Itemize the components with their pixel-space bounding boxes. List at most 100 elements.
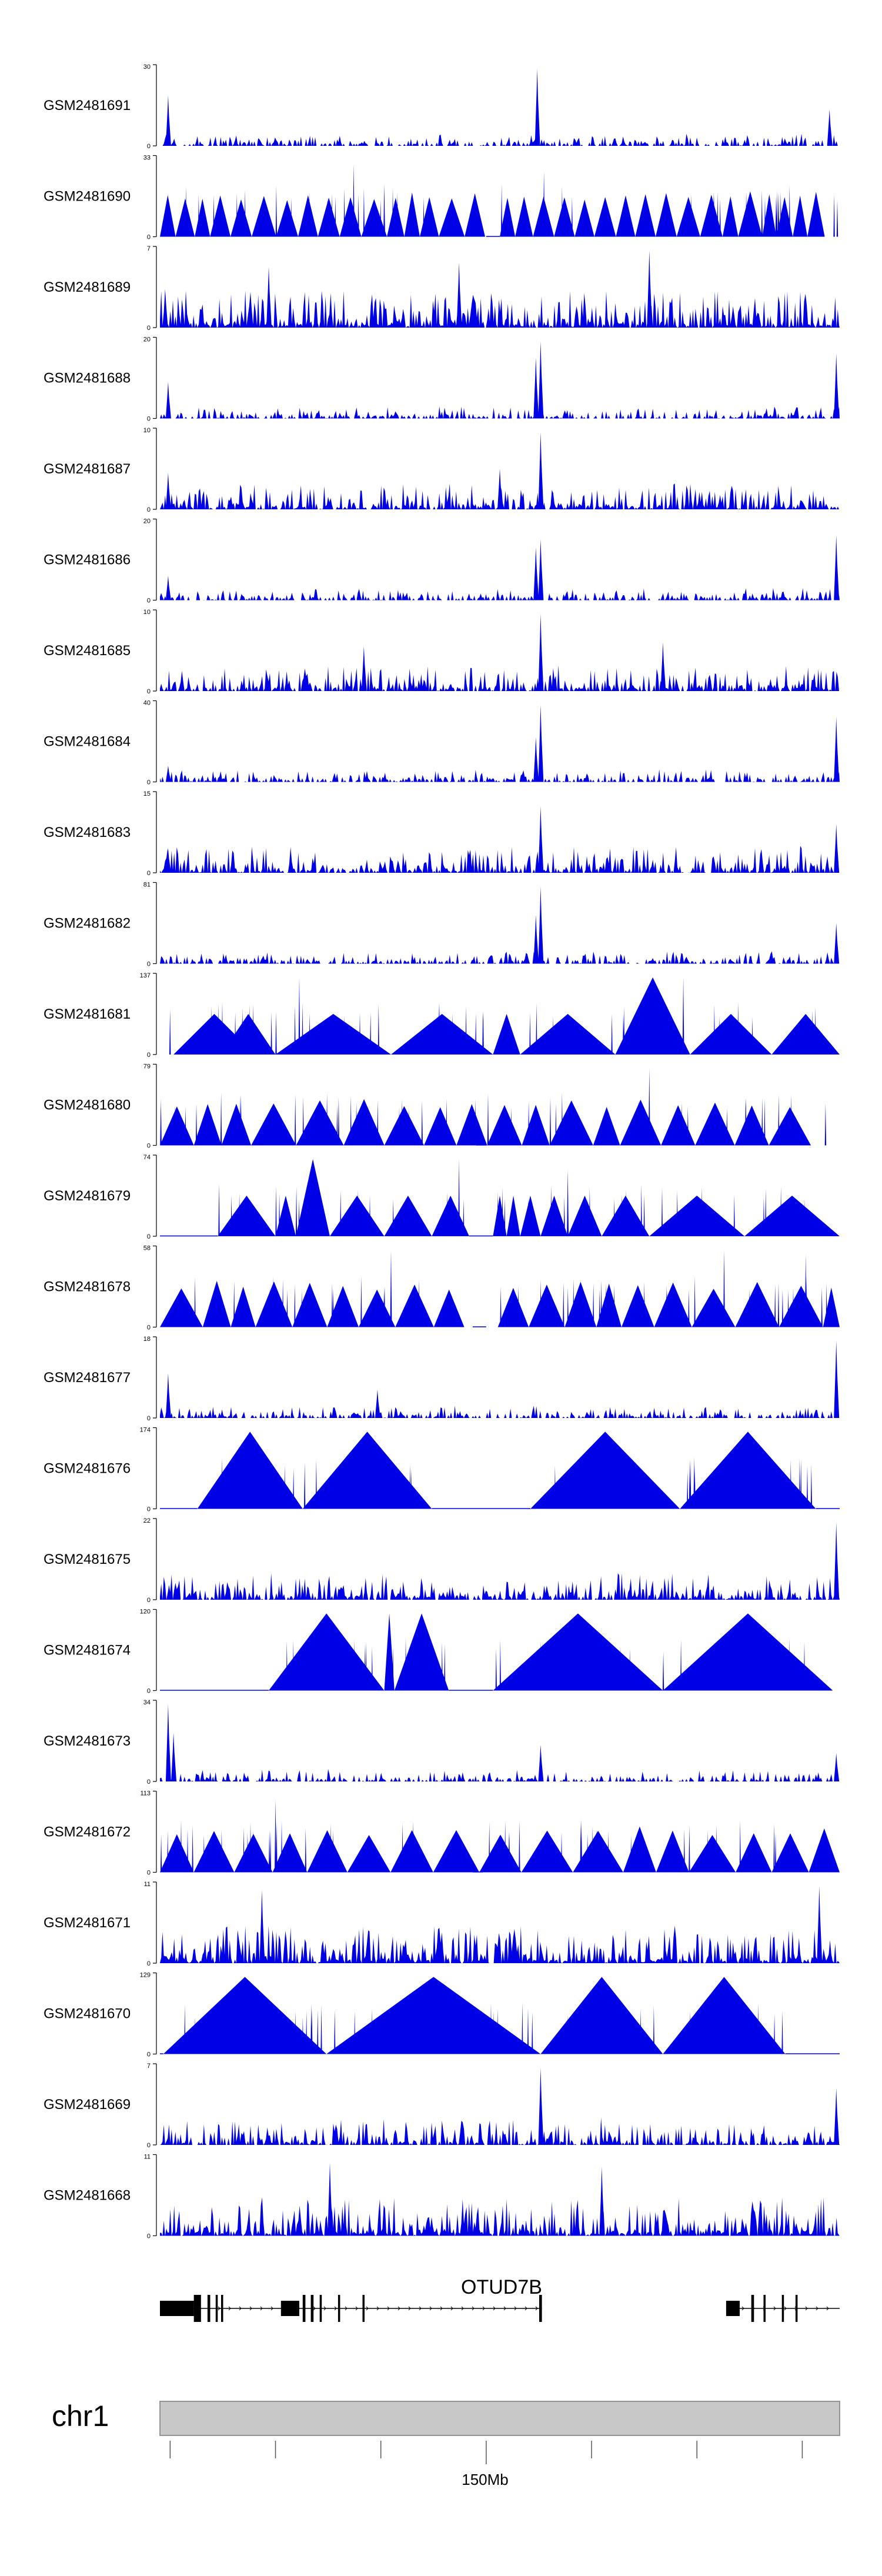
coverage-area — [163, 1977, 786, 2054]
track-sample-label: GSM2481669 — [44, 2097, 131, 2113]
track-GSM2481683: GSM2481683 15 0 — [44, 790, 840, 877]
coverage-area — [160, 806, 840, 873]
track-GSM2481668: GSM2481668 11 0 — [44, 2154, 840, 2240]
track-GSM2481674: GSM2481674 120 0 — [44, 1609, 833, 1695]
coverage-area — [160, 1799, 840, 1873]
y-axis-max-label: 174 — [140, 1427, 151, 1434]
strand-arrow — [450, 2306, 453, 2311]
exon-block — [726, 2301, 740, 2316]
track-GSM2481688: GSM2481688 20 0 — [44, 336, 840, 423]
coordinate-tick-label: 150Mb — [462, 2471, 509, 2488]
y-axis-min-label: 0 — [147, 1415, 151, 1422]
strand-arrow — [249, 2306, 252, 2311]
strand-arrow — [461, 2306, 464, 2311]
coverage-area — [160, 2067, 840, 2145]
track-GSM2481673: GSM2481673 34 0 — [44, 1699, 840, 1786]
strand-arrow — [408, 2306, 411, 2311]
strand-arrow — [816, 2306, 818, 2311]
track-GSM2481682: GSM2481682 81 0 — [44, 882, 840, 968]
track-sample-label: GSM2481688 — [44, 371, 131, 386]
exon-block — [539, 2295, 542, 2322]
exon-block — [280, 2301, 299, 2316]
y-axis-min-label: 0 — [147, 779, 151, 786]
track-GSM2481684: GSM2481684 40 0 — [44, 700, 840, 786]
track-sample-label: GSM2481691 — [44, 98, 131, 114]
track-GSM2481678: GSM2481678 58 0 — [44, 1245, 840, 1332]
strand-arrow — [397, 2306, 400, 2311]
y-axis-min-label: 0 — [147, 1324, 151, 1332]
exon-block — [795, 2295, 798, 2322]
coverage-area — [160, 1704, 840, 1781]
y-axis-min-label: 0 — [147, 506, 151, 513]
track-sample-label: GSM2481676 — [44, 1461, 131, 1477]
track-sample-label: GSM2481677 — [44, 1370, 131, 1386]
strand-arrow — [826, 2306, 829, 2311]
coverage-area — [160, 1250, 840, 1327]
strand-arrow — [387, 2306, 390, 2311]
track-sample-label: GSM2481673 — [44, 1733, 131, 1749]
coverage-tracks: GSM2481691300GSM2481690330GSM248168970GS… — [44, 64, 840, 2240]
track-sample-label: GSM2481680 — [44, 1097, 131, 1113]
strand-arrow — [503, 2306, 506, 2311]
track-sample-label: GSM2481689 — [44, 279, 131, 295]
y-axis-max-label: 22 — [143, 1517, 151, 1524]
track-GSM2481686: GSM2481686 20 0 — [44, 518, 840, 605]
y-axis-min-label: 0 — [147, 1960, 151, 1967]
track-GSM2481689: GSM2481689 7 0 — [44, 245, 840, 332]
y-axis-max-label: 7 — [147, 245, 151, 252]
strand-arrow — [514, 2306, 517, 2311]
exon-block — [781, 2295, 784, 2322]
y-axis-min-label: 0 — [147, 870, 151, 877]
coverage-area — [160, 886, 840, 964]
y-axis-min-label: 0 — [147, 1506, 151, 1513]
track-sample-label: GSM2481671 — [44, 1915, 131, 1931]
track-sample-label: GSM2481675 — [44, 1551, 131, 1567]
y-axis-min-label: 0 — [147, 688, 151, 695]
exon-block — [310, 2295, 314, 2322]
coverage-area — [160, 1522, 840, 1600]
exon-block — [362, 2295, 365, 2322]
track-GSM2481677: GSM2481677 18 0 — [44, 1336, 840, 1422]
y-axis-min-label: 0 — [147, 598, 151, 605]
coverage-area — [269, 1613, 833, 1691]
y-axis-max-label: 11 — [144, 2154, 151, 2161]
track-sample-label: GSM2481690 — [44, 189, 131, 205]
strand-arrow — [805, 2306, 808, 2311]
y-axis-max-label: 79 — [143, 1063, 151, 1070]
track-GSM2481669: GSM2481669 7 0 — [44, 2063, 840, 2149]
y-axis-min-label: 0 — [147, 143, 151, 150]
y-axis-max-label: 120 — [140, 1609, 151, 1616]
track-GSM2481685: GSM2481685 10 0 — [44, 609, 840, 695]
strand-arrow — [376, 2306, 379, 2311]
exon-block — [763, 2295, 766, 2322]
track-GSM2481672: GSM2481672 113 0 — [44, 1790, 840, 1877]
track-sample-label: GSM2481687 — [44, 461, 131, 477]
strand-arrow — [355, 2306, 358, 2311]
y-axis-min-label: 0 — [147, 1143, 151, 1150]
y-axis-max-label: 137 — [140, 972, 151, 979]
track-sample-label: GSM2481681 — [44, 1006, 131, 1022]
y-axis-max-label: 30 — [143, 64, 151, 71]
gene-name-label: OTUD7B — [461, 2276, 542, 2298]
track-sample-label: GSM2481682 — [44, 916, 131, 932]
track-GSM2481676: GSM2481676 174 0 — [44, 1427, 840, 1513]
track-GSM2481681: GSM2481681 137 0 — [44, 972, 840, 1059]
strand-arrow — [440, 2306, 443, 2311]
y-axis-max-label: 15 — [143, 790, 151, 798]
coverage-area — [160, 705, 840, 782]
strand-arrow — [493, 2306, 496, 2311]
strand-arrow — [419, 2306, 422, 2311]
track-GSM2481675: GSM2481675 22 0 — [44, 1517, 840, 1604]
y-axis-max-label: 113 — [140, 1790, 151, 1797]
coverage-area — [160, 535, 840, 600]
strand-arrow — [366, 2306, 369, 2311]
y-axis-min-label: 0 — [147, 961, 151, 968]
y-axis-min-label: 0 — [147, 1052, 151, 1059]
y-axis-min-label: 0 — [147, 1688, 151, 1695]
track-sample-label: GSM2481685 — [44, 643, 131, 659]
coverage-area — [169, 977, 840, 1055]
coverage-area — [160, 1340, 840, 1418]
y-axis-max-label: 11 — [144, 1881, 151, 1888]
y-axis-min-label: 0 — [147, 325, 151, 332]
